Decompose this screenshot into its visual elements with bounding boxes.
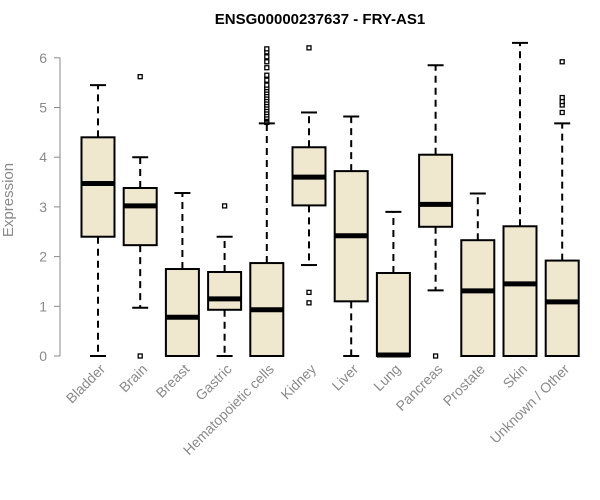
box-7 — [375, 210, 411, 358]
boxes — [80, 41, 580, 359]
box-9 — [460, 192, 496, 358]
x-tick-label: Skin — [500, 361, 531, 392]
y-tick-label: 2 — [39, 249, 47, 265]
outlier-point — [559, 59, 565, 65]
outlier-point — [559, 109, 565, 116]
y-tick-label: 1 — [39, 298, 47, 314]
outlier-point — [264, 77, 270, 83]
outlier-point — [137, 353, 143, 359]
outlier-point — [306, 300, 312, 306]
x-tick-label: Unknown / Other — [487, 361, 573, 447]
x-tick-label: Prostate — [440, 361, 488, 409]
box-4 — [249, 46, 285, 358]
outlier-point — [306, 45, 312, 51]
chart-title: ENSG00000237637 - FRY-AS1 — [215, 11, 425, 28]
y-tick-label: 6 — [39, 50, 47, 66]
box-0 — [80, 84, 116, 357]
outlier-point — [221, 203, 228, 209]
y-axis-label: Expression — [0, 163, 17, 237]
x-tick-label: Kidney — [278, 361, 320, 403]
outlier-point — [264, 46, 270, 52]
outlier-point — [264, 65, 270, 71]
box-iqr — [460, 239, 496, 358]
outlier-point — [264, 54, 270, 60]
x-tick-label: Pancreas — [393, 361, 446, 414]
outlier-point — [137, 74, 143, 80]
x-tick-label: Liver — [329, 361, 362, 394]
outlier-point — [432, 353, 439, 359]
y-tick-label: 3 — [39, 199, 47, 215]
box-2 — [164, 191, 200, 357]
box-10 — [502, 41, 538, 357]
box-8 — [418, 64, 454, 359]
y-tick-label: 5 — [39, 100, 47, 116]
y-tick-label: 4 — [39, 149, 47, 165]
outlier-point — [559, 94, 565, 101]
outlier-point — [264, 72, 270, 78]
box-6 — [333, 115, 369, 357]
box-iqr — [207, 271, 243, 311]
box-3 — [207, 203, 243, 357]
outlier-point — [264, 82, 270, 88]
outlier-point — [264, 59, 270, 65]
y-tick-label: 0 — [39, 348, 47, 364]
box-1 — [122, 74, 158, 359]
box-iqr — [80, 136, 116, 238]
box-iqr — [418, 153, 454, 228]
box-iqr — [544, 259, 580, 357]
x-tick-label: Lung — [370, 361, 403, 394]
box-iqr — [164, 268, 200, 357]
box-iqr — [375, 272, 411, 358]
x-tick-label: Breast — [153, 361, 193, 401]
x-tick-label: Bladder — [63, 361, 109, 407]
box-iqr — [502, 225, 538, 357]
x-tick-label: Brain — [116, 361, 150, 395]
box-11 — [544, 59, 580, 357]
y-axis: 0 1 2 3 4 5 6 — [39, 50, 61, 364]
box-iqr — [122, 187, 158, 247]
box-5 — [291, 45, 327, 306]
outlier-point — [306, 289, 312, 296]
